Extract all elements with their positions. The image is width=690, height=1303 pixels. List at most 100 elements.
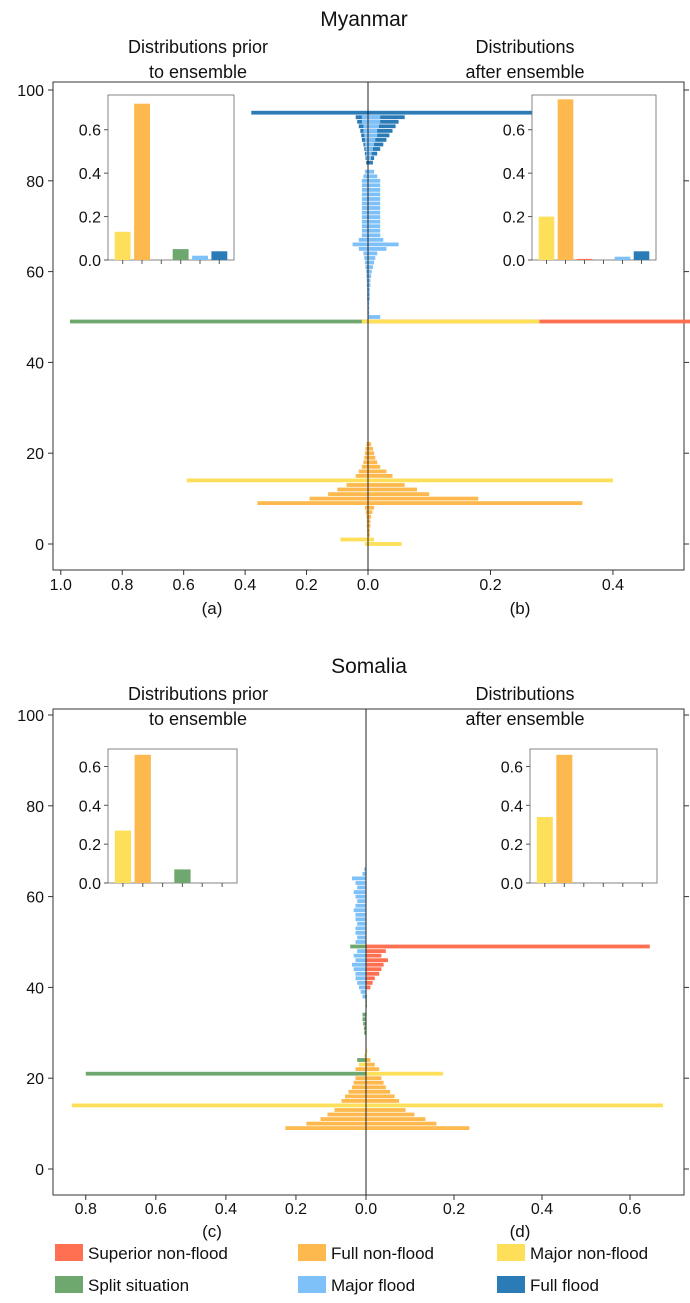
bar-major-flood xyxy=(361,192,368,197)
inset-y-tick-label: 0.2 xyxy=(501,837,523,854)
inset-left: 0.0 0.2 0.4 0.6 xyxy=(79,94,235,270)
bar-major-flood xyxy=(361,178,368,183)
bar-major-flood xyxy=(355,958,366,963)
bar-full-nonflood xyxy=(346,483,368,487)
bar-full-nonflood xyxy=(327,1112,366,1117)
bar-major-flood xyxy=(368,115,381,120)
y-tick-label: 20 xyxy=(26,1071,44,1088)
bar-full-nonflood xyxy=(366,1099,399,1103)
bar-full-flood xyxy=(368,133,390,138)
bar-major-flood xyxy=(352,962,366,967)
bar-major-flood xyxy=(368,228,381,233)
legend-item-major-flood: Major flood xyxy=(298,1276,415,1295)
bar-major-flood xyxy=(368,142,375,147)
bar-full-flood xyxy=(368,110,589,115)
bar-major-flood xyxy=(365,147,368,151)
inset-y-tick-label: 0.0 xyxy=(79,876,101,893)
bar-full-nonflood xyxy=(368,533,370,537)
bar-full-nonflood xyxy=(328,492,368,496)
bar-full-nonflood xyxy=(368,451,375,456)
bar-major-flood xyxy=(363,129,368,133)
inset-bar-major-flood xyxy=(614,256,631,260)
inset-bar-full-nonflood xyxy=(134,103,150,260)
x-tick-label: 0.4 xyxy=(234,577,256,594)
chart-title: Myanmar xyxy=(320,8,408,31)
left-subtitle-line1: Distributions prior xyxy=(128,684,268,704)
bar-full-nonflood xyxy=(366,1094,395,1099)
inset-bar-split xyxy=(172,249,189,260)
bar-full-nonflood xyxy=(368,528,370,533)
bar-full-nonflood xyxy=(368,474,393,478)
y-tick-label: 60 xyxy=(26,890,44,907)
bar-major-flood xyxy=(353,953,366,958)
bar-major-nonflood xyxy=(368,537,375,542)
x-tick-label: 0.0 xyxy=(357,577,379,594)
x-tick-label: 0.2 xyxy=(295,577,317,594)
bar-major-flood xyxy=(368,124,379,129)
inset-y-tick-label: 0.0 xyxy=(501,876,523,893)
bar-major-flood xyxy=(368,278,371,283)
bar-major-flood xyxy=(357,885,366,890)
bar-full-nonflood xyxy=(348,1089,366,1094)
bar-major-flood xyxy=(368,315,381,319)
bar-major-flood xyxy=(368,256,376,260)
x-tick-label: 0.0 xyxy=(355,1201,377,1218)
bar-full-nonflood xyxy=(366,1112,415,1117)
inset-bar-full-nonflood xyxy=(556,754,573,883)
bar-major-flood xyxy=(368,296,370,301)
bar-major-flood xyxy=(352,876,366,881)
right-subtitle-line1: Distributions xyxy=(475,37,574,57)
bar-superior xyxy=(366,971,380,976)
bar-full-nonflood xyxy=(366,1062,375,1067)
inset-y-tick-label: 0.4 xyxy=(501,798,523,815)
bar-major-flood xyxy=(355,931,366,935)
bar-full-nonflood xyxy=(257,501,368,505)
inset-bar-major-nonflood xyxy=(538,216,555,260)
y-tick-label: 40 xyxy=(26,980,44,997)
bar-major-flood xyxy=(368,247,387,251)
legend-swatch xyxy=(55,1276,83,1293)
bar-major-flood xyxy=(363,174,368,179)
bar-superior xyxy=(366,949,386,953)
bar-full-flood xyxy=(368,129,393,133)
bar-full-nonflood xyxy=(364,455,368,460)
x-tick-label: 0.8 xyxy=(111,577,133,594)
bar-major-flood xyxy=(368,129,378,133)
x-tick-label: 0.2 xyxy=(443,1201,465,1218)
bar-full-nonflood xyxy=(345,1094,366,1099)
bar-major-nonflood xyxy=(71,1103,367,1108)
bar-full-nonflood xyxy=(352,1085,366,1090)
bar-major-flood xyxy=(355,940,366,944)
inset-bar-major-nonflood xyxy=(114,830,132,883)
bar-major-flood xyxy=(352,242,368,247)
bar-full-nonflood xyxy=(361,464,368,469)
inset-right: 0.0 0.2 0.4 0.6 xyxy=(501,748,658,893)
bar-full-nonflood xyxy=(368,455,376,460)
bar-major-flood xyxy=(364,260,368,265)
chart-myanmar: Myanmar Distributions prior to ensemble … xyxy=(17,8,690,618)
bar-superior xyxy=(366,967,382,972)
bar-full-nonflood xyxy=(368,442,372,446)
bar-full-nonflood xyxy=(365,510,368,515)
bar-full-nonflood xyxy=(366,1126,470,1130)
inset-y-tick-label: 0.0 xyxy=(503,253,525,270)
bar-major-flood xyxy=(368,133,378,138)
bar-major-flood xyxy=(357,981,366,985)
bar-major-flood xyxy=(368,292,370,297)
bar-superior xyxy=(366,953,382,958)
legend-swatch xyxy=(298,1276,326,1293)
bar-major-nonflood xyxy=(368,319,540,324)
bar-superior xyxy=(366,981,373,985)
inset-frame xyxy=(107,748,238,884)
bar-major-flood xyxy=(368,265,373,269)
bar-full-nonflood xyxy=(366,442,368,446)
bar-split xyxy=(362,1012,366,1017)
bar-full-flood xyxy=(368,124,396,129)
bar-major-flood xyxy=(361,197,368,201)
inset-bar-full-flood xyxy=(633,251,650,260)
bar-major-flood xyxy=(368,169,375,174)
bar-major-flood xyxy=(357,899,366,903)
bar-major-flood xyxy=(361,228,368,233)
x-tick-label: 0.8 xyxy=(75,1201,97,1218)
inset-bar-major-flood xyxy=(192,255,208,260)
